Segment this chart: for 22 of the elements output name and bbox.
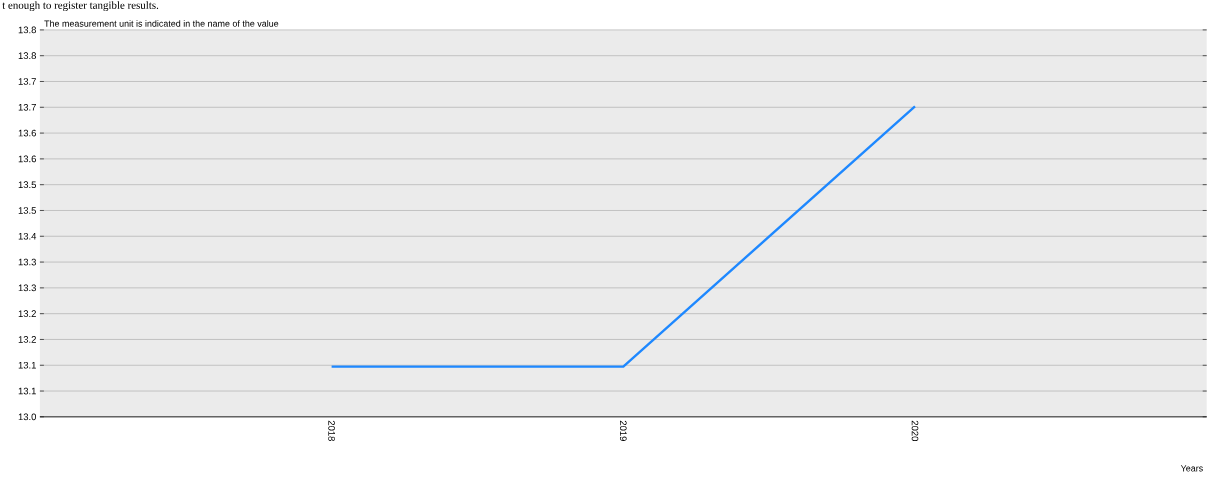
y-tick-label: 13.8	[18, 26, 36, 34]
y-tick-label: 13.8	[18, 52, 36, 60]
y-tick-label: 13.3	[18, 284, 36, 292]
y-tick-label: 13.0	[18, 413, 37, 421]
y-tick-label: 13.5	[18, 207, 36, 214]
y-tick-label: 13.1	[18, 387, 36, 395]
y-tick-label: 13.5	[18, 181, 36, 189]
y-tick-label: 13.2	[18, 336, 36, 343]
y-tick-label: 13.3	[18, 258, 36, 266]
y-tick-label: 13.7	[18, 104, 36, 111]
y-tick-label: 13.7	[18, 78, 36, 86]
x-tick-label: 2019	[619, 420, 627, 442]
y-tick-label: 13.6	[18, 155, 36, 163]
x-tick-label: 2018	[328, 420, 335, 442]
text: t enough to register tangible results.	[2, 1, 159, 12]
chart-title: The measurement unit is indicated in the name of the value	[44, 20, 279, 27]
y-tick-label: 13.1	[18, 362, 36, 369]
y-tick-label: 13.6	[18, 129, 36, 137]
y-tick-label: 13.4	[18, 233, 37, 240]
x-tick-label: 2020	[911, 420, 919, 442]
x-axis-title: Years	[1180, 465, 1203, 472]
y-tick-label: 13.2	[18, 310, 36, 318]
